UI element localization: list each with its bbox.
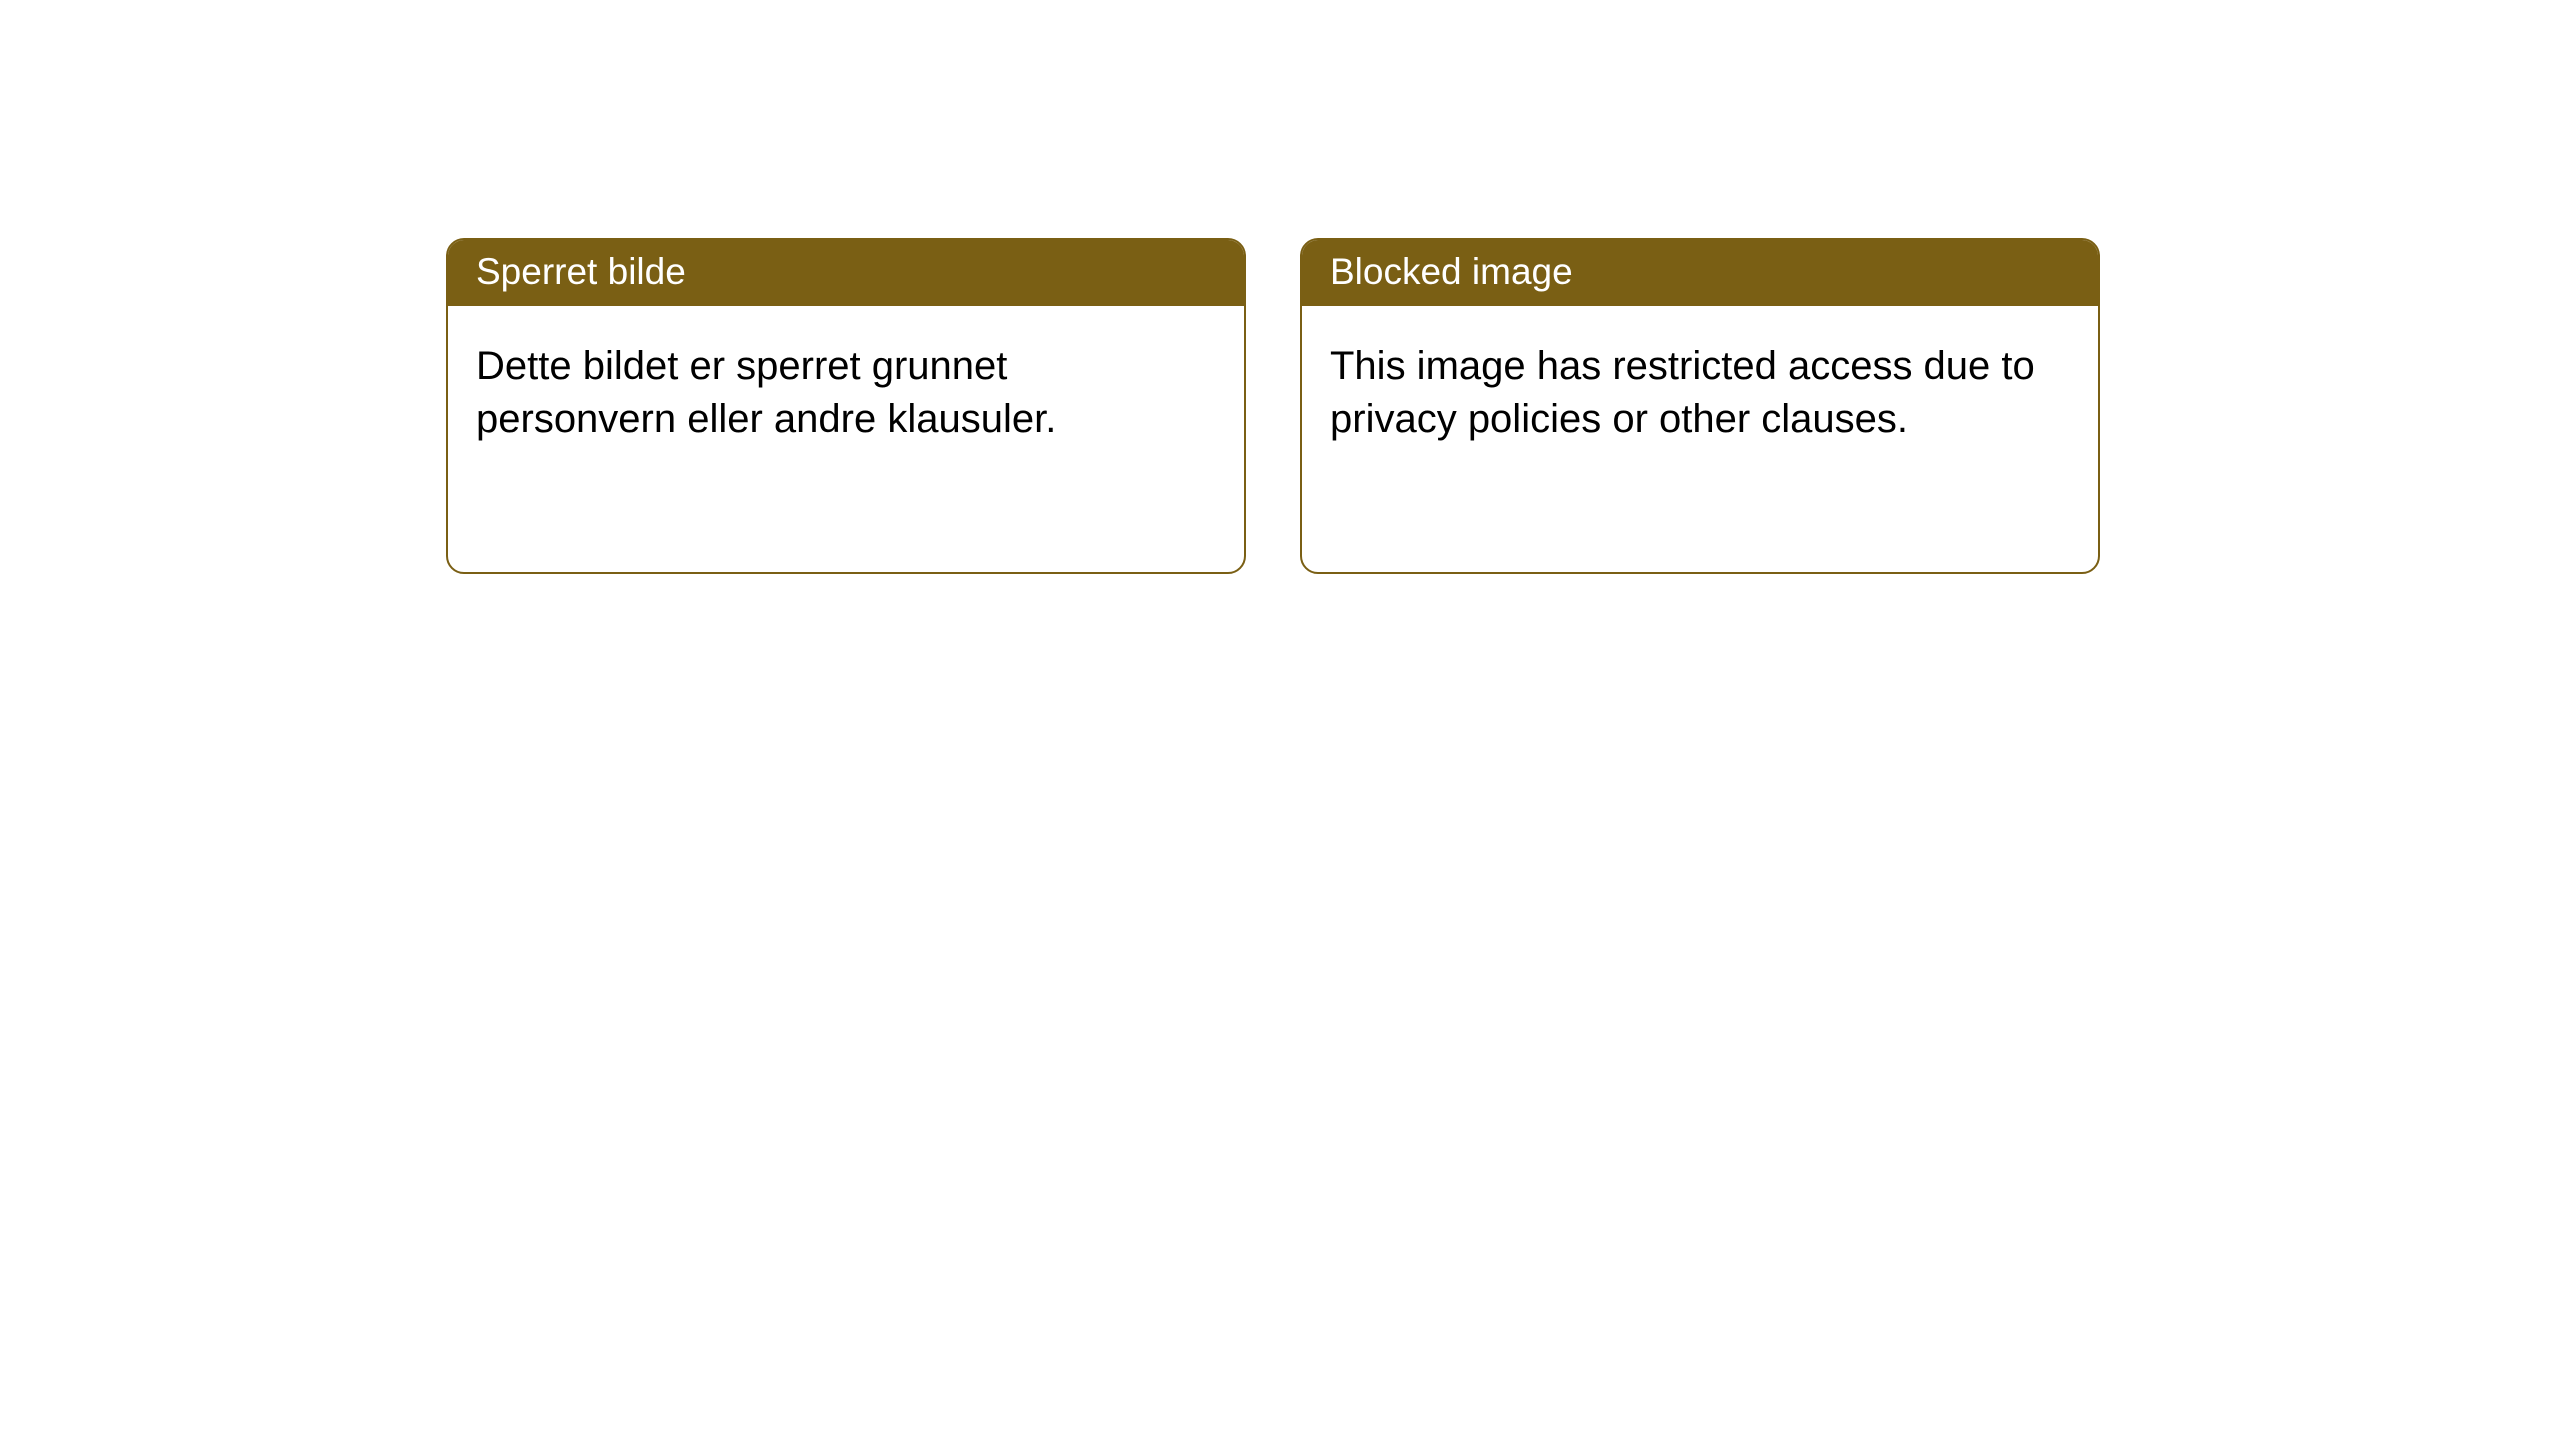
- notice-container: Sperret bilde Dette bildet er sperret gr…: [0, 0, 2560, 574]
- notice-header: Sperret bilde: [448, 240, 1244, 306]
- notice-card-norwegian: Sperret bilde Dette bildet er sperret gr…: [446, 238, 1246, 574]
- notice-body: Dette bildet er sperret grunnet personve…: [448, 306, 1244, 480]
- notice-body: This image has restricted access due to …: [1302, 306, 2098, 480]
- notice-card-english: Blocked image This image has restricted …: [1300, 238, 2100, 574]
- notice-header: Blocked image: [1302, 240, 2098, 306]
